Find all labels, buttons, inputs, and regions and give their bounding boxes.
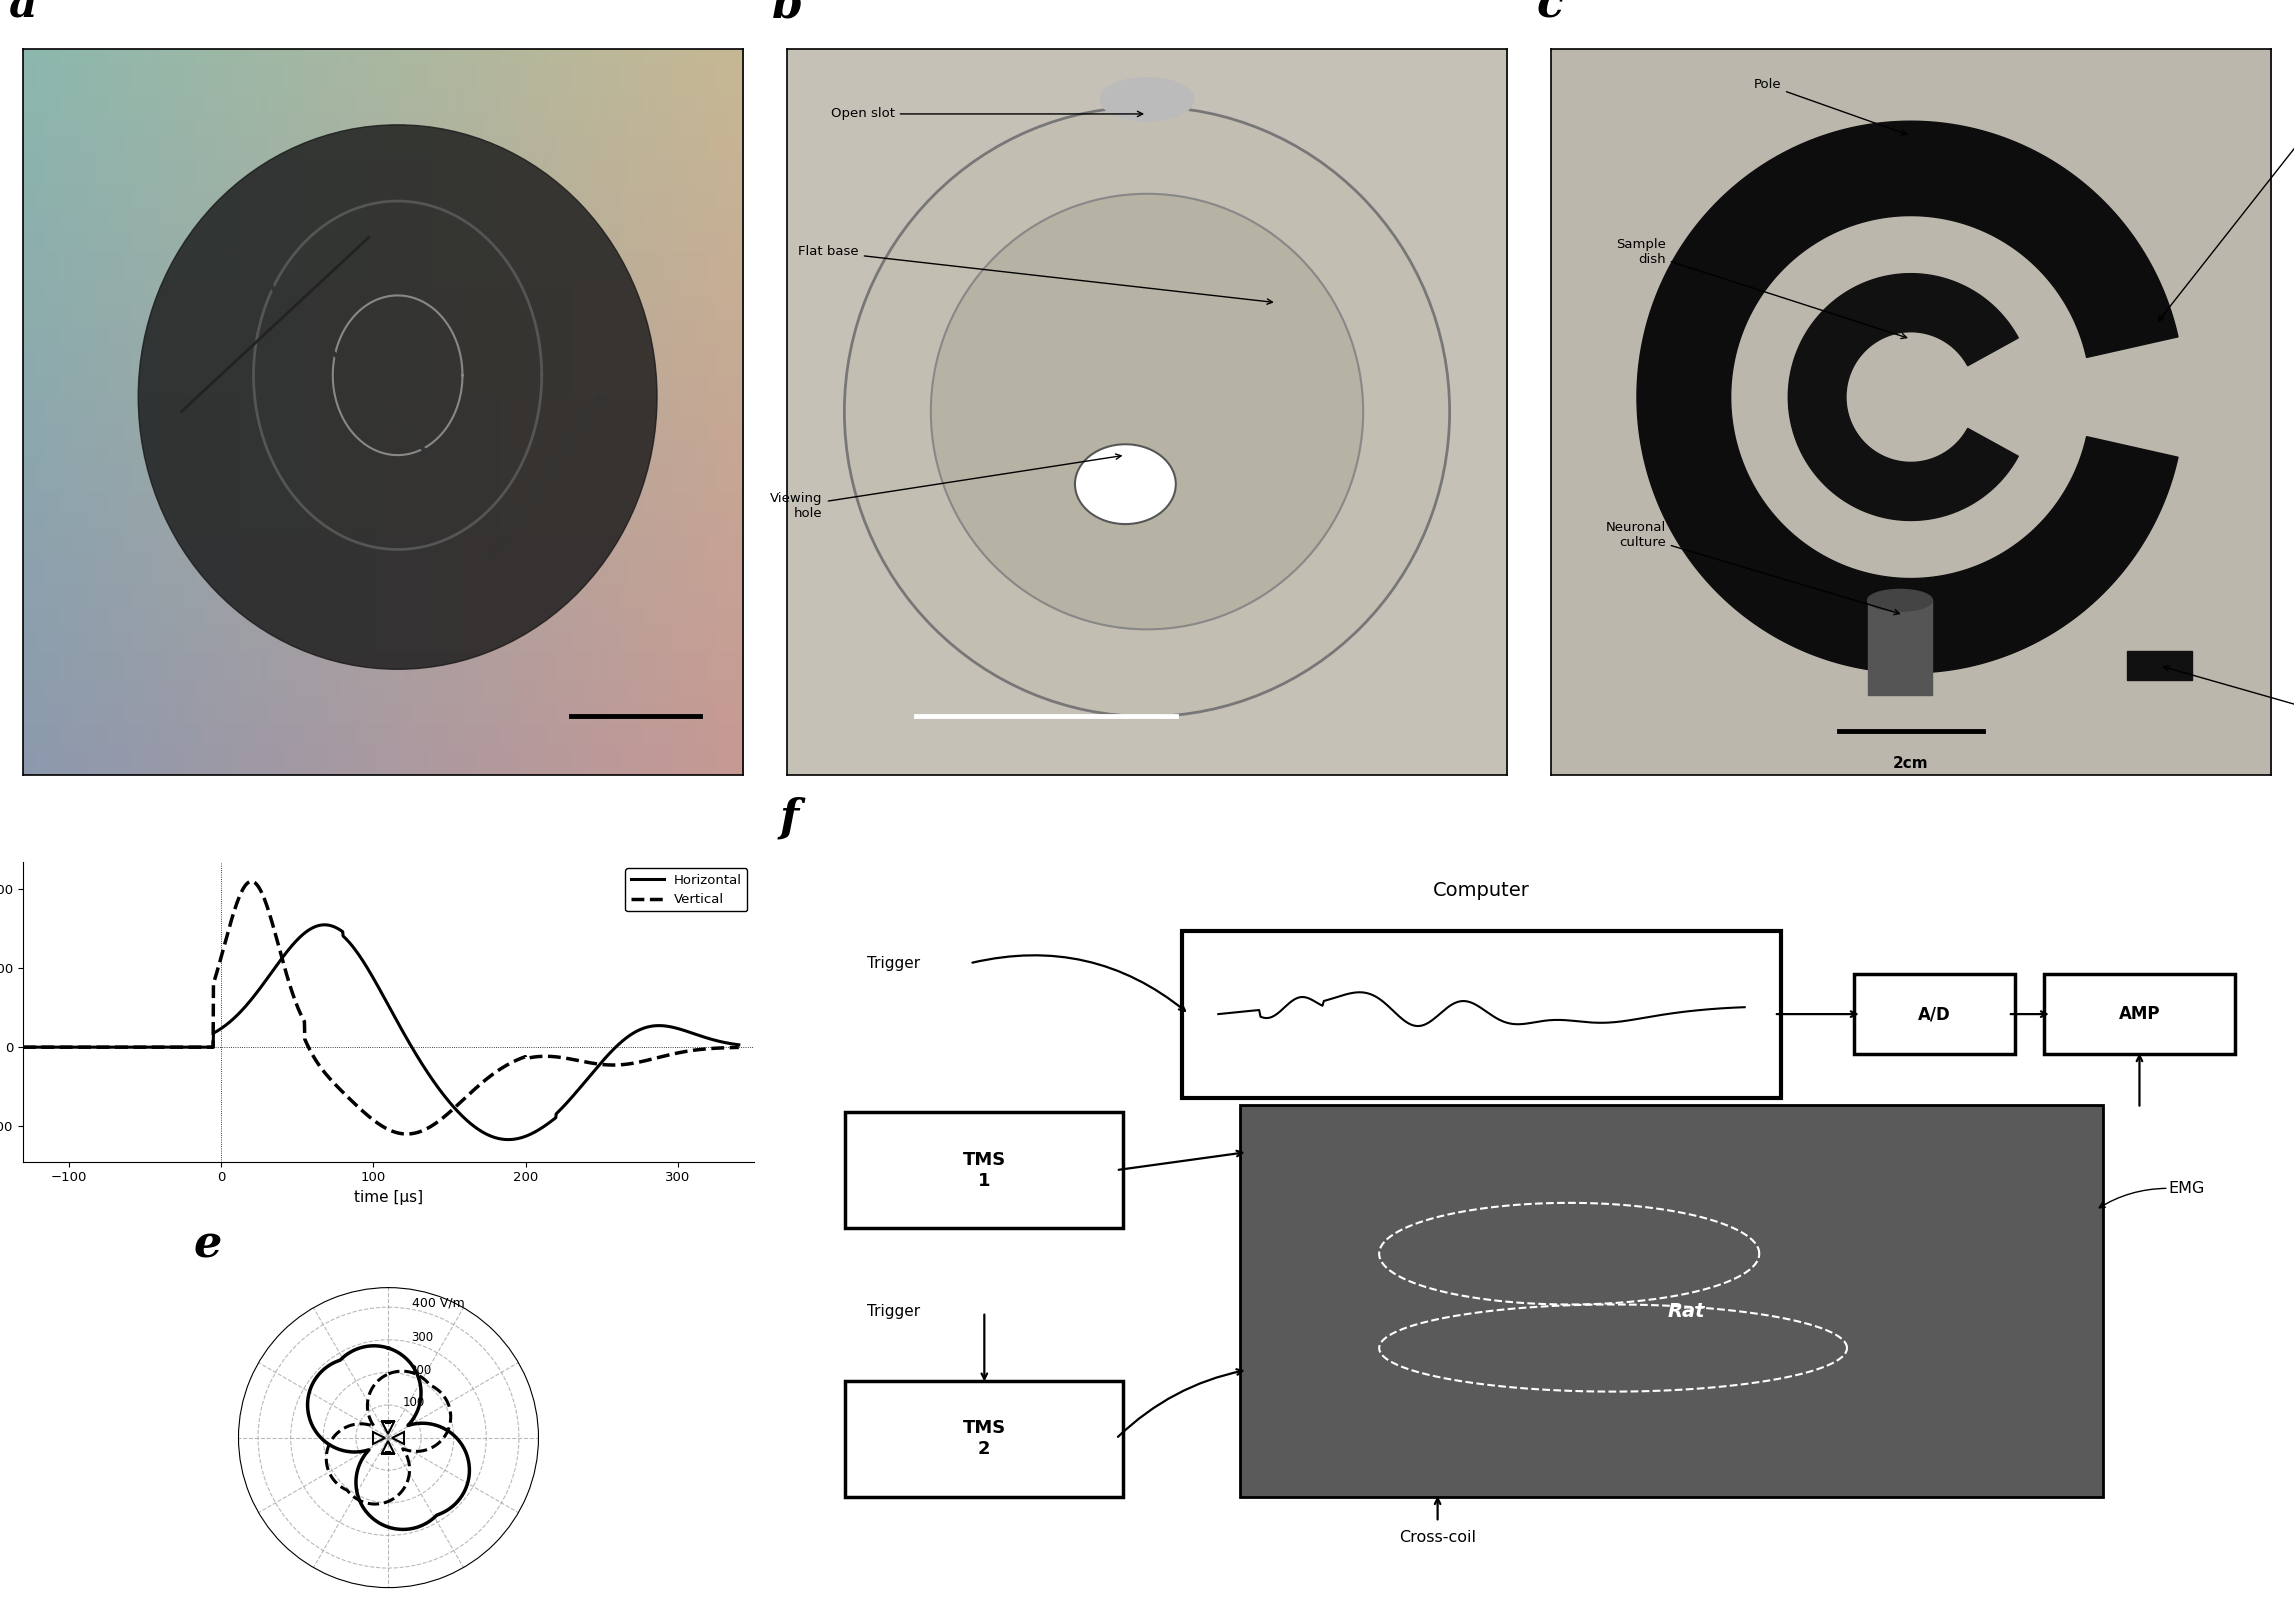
- Vertical: [358, 1108, 385, 1128]
- Ellipse shape: [1101, 78, 1193, 122]
- Text: TMS
2: TMS 2: [963, 1419, 1007, 1458]
- Horizontal: [725, 1035, 752, 1055]
- X-axis label: time [µs]: time [µs]: [353, 1191, 422, 1205]
- Vertical: [704, 1038, 732, 1058]
- Horizontal: [9, 1037, 37, 1056]
- Text: Sample
dish: Sample dish: [1615, 238, 1906, 339]
- Bar: [2127, 651, 2191, 680]
- Text: TMS
1: TMS 1: [963, 1150, 1007, 1189]
- Horizontal: [704, 1032, 732, 1051]
- Bar: [1867, 601, 1932, 695]
- Ellipse shape: [844, 107, 1450, 716]
- Text: Coils: Coils: [2159, 115, 2294, 321]
- Ellipse shape: [1867, 590, 1932, 611]
- FancyBboxPatch shape: [1854, 974, 2014, 1055]
- FancyBboxPatch shape: [846, 1380, 1124, 1497]
- Vertical: [704, 1038, 732, 1058]
- Text: c: c: [1537, 0, 1562, 28]
- Text: 100: 100: [401, 1396, 424, 1409]
- FancyBboxPatch shape: [846, 1111, 1124, 1228]
- Ellipse shape: [1076, 444, 1177, 525]
- Text: 200: 200: [408, 1364, 431, 1377]
- Horizontal: [46, 1037, 73, 1056]
- Horizontal: [704, 1032, 732, 1051]
- Line: Vertical: Vertical: [23, 881, 739, 1134]
- Text: 300: 300: [411, 1332, 434, 1345]
- Text: f: f: [780, 797, 798, 839]
- Vertical: [574, 1053, 601, 1072]
- Text: AMP: AMP: [2120, 1004, 2161, 1024]
- Text: A/D: A/D: [1918, 1004, 1952, 1024]
- Text: e: e: [193, 1223, 223, 1267]
- Vertical: [9, 1037, 37, 1056]
- Vertical: [392, 1124, 420, 1144]
- Horizontal: [340, 936, 367, 956]
- Text: Trigger: Trigger: [867, 956, 920, 970]
- Text: Trigger: Trigger: [867, 1304, 920, 1319]
- Polygon shape: [1789, 274, 2019, 520]
- Text: Flat base: Flat base: [798, 245, 1273, 305]
- Text: a: a: [9, 0, 37, 28]
- Text: Computer: Computer: [1434, 881, 1530, 901]
- Vertical: [46, 1037, 73, 1056]
- Vertical: [239, 872, 266, 891]
- Vertical: [340, 1092, 367, 1111]
- Text: Open slot: Open slot: [830, 107, 1142, 120]
- Text: Rat: Rat: [1668, 1302, 1704, 1322]
- Text: Cross-coil: Cross-coil: [1399, 1529, 1475, 1544]
- FancyBboxPatch shape: [2044, 974, 2234, 1055]
- Horizontal: [358, 966, 385, 985]
- Text: Microscope
objective: Microscope objective: [2163, 666, 2294, 731]
- Horizontal: [574, 1069, 601, 1089]
- Ellipse shape: [931, 194, 1363, 629]
- Ellipse shape: [138, 125, 656, 669]
- Text: 2cm: 2cm: [1893, 757, 1929, 771]
- Text: EMG: EMG: [2168, 1181, 2205, 1196]
- Horizontal: [310, 915, 337, 935]
- Text: b: b: [773, 0, 803, 28]
- Text: 400 V/m: 400 V/m: [413, 1298, 466, 1311]
- Horizontal: [496, 1129, 523, 1149]
- Text: Viewing
hole: Viewing hole: [771, 454, 1122, 520]
- Polygon shape: [1638, 122, 2177, 672]
- Text: Neuronal
culture: Neuronal culture: [1606, 522, 1899, 614]
- FancyBboxPatch shape: [1241, 1105, 2104, 1497]
- Legend: Horizontal, Vertical: Horizontal, Vertical: [626, 868, 748, 912]
- FancyBboxPatch shape: [1181, 930, 1780, 1098]
- Text: Pole: Pole: [1753, 78, 1906, 134]
- Vertical: [725, 1038, 752, 1058]
- Line: Horizontal: Horizontal: [23, 925, 739, 1139]
